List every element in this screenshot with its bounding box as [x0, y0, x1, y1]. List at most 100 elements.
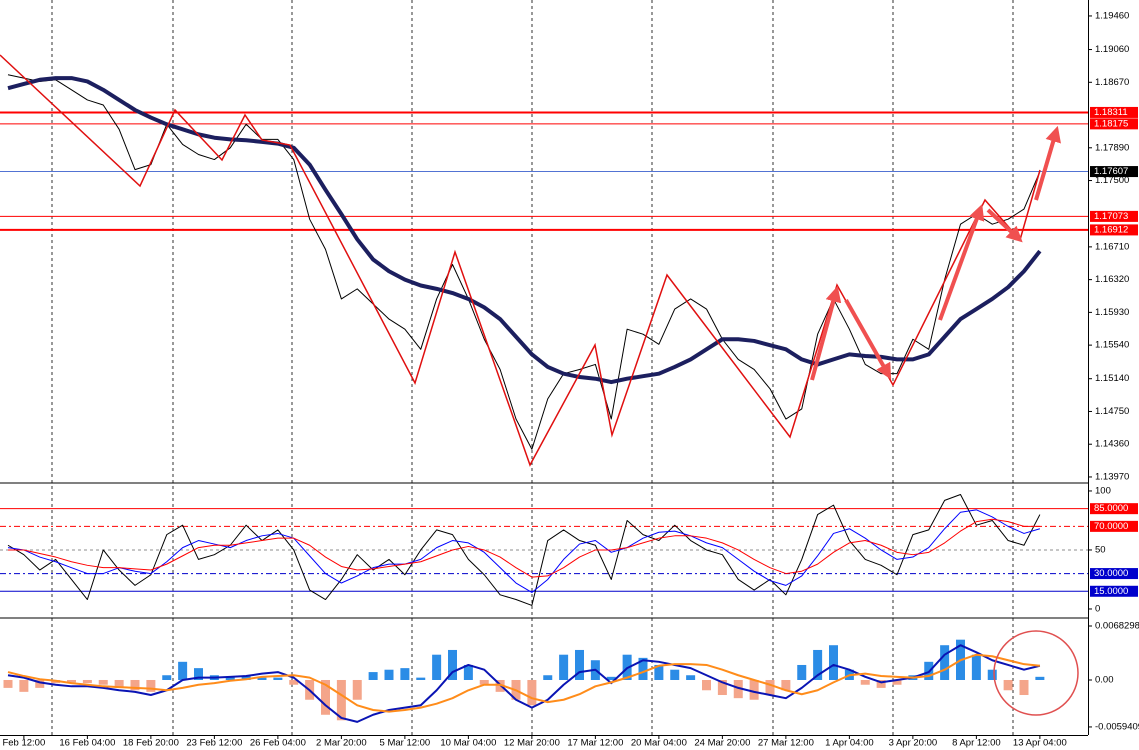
histogram-bar — [717, 679, 727, 696]
y-tick-label: 100 — [1095, 485, 1111, 496]
histogram-bar — [971, 654, 981, 680]
histogram-bar — [638, 657, 648, 680]
histogram-bar — [35, 679, 45, 688]
histogram-bar — [559, 654, 569, 680]
histogram-bar — [813, 649, 823, 680]
level-label: 15.0000 — [1094, 586, 1128, 597]
y-tick-label: 1.15930 — [1095, 307, 1129, 318]
histogram-bar — [3, 679, 13, 688]
histogram-bar — [781, 679, 791, 691]
histogram-bar — [67, 679, 76, 683]
level-label: 1.17073 — [1094, 211, 1128, 222]
histogram-bar — [82, 679, 92, 684]
histogram-bar — [765, 679, 775, 696]
histogram-bar — [876, 679, 886, 688]
y-tick-label: -0.0059409 — [1095, 721, 1139, 732]
level-tag — [1090, 568, 1138, 580]
series-line — [7, 494, 1041, 606]
y-tick-label: 1.15140 — [1095, 373, 1129, 384]
histogram-bar — [860, 679, 870, 685]
histogram-bar — [575, 649, 584, 680]
histogram-bar — [1003, 679, 1013, 691]
x-tick-label: 17 Mar 12:00 — [567, 738, 623, 749]
histogram-bar — [19, 679, 29, 692]
zigzag — [0, 54, 1041, 467]
histogram-bar — [257, 677, 267, 680]
series-line — [7, 644, 1041, 723]
x-tick-label: 13 Apr 04:00 — [1013, 738, 1067, 749]
histogram-bar — [829, 645, 838, 680]
level-tag — [1090, 106, 1138, 118]
histogram-bar — [702, 679, 711, 691]
frame — [0, 0, 1089, 736]
plot-area — [0, 74, 1088, 723]
histogram-bar — [194, 668, 203, 680]
y-tick-label: 1.19060 — [1095, 44, 1129, 55]
arrow — [810, 285, 842, 381]
level-label: 30.0000 — [1094, 568, 1128, 579]
histogram-bar — [416, 677, 426, 680]
histogram-bar — [273, 677, 283, 680]
histogram-bar — [162, 675, 172, 680]
x-tick-label: 23 Feb 12:00 — [186, 738, 242, 749]
y-tick-label: 1.13970 — [1095, 471, 1129, 482]
series-line — [8, 518, 1040, 578]
level-tag — [1090, 210, 1138, 222]
series-line — [7, 74, 1041, 450]
histogram-bar — [527, 679, 537, 706]
histogram-bar — [543, 675, 553, 680]
level-tag — [1090, 585, 1138, 597]
histogram-bar — [987, 669, 997, 680]
x-tick-label: 10 Mar 04:00 — [440, 738, 496, 749]
histogram-bar — [241, 676, 251, 680]
histogram-bar — [749, 679, 759, 700]
y-tick-label: 1.15540 — [1095, 340, 1129, 351]
annotations — [0, 54, 1079, 716]
level-tag — [1090, 224, 1138, 236]
x-tick-label: 26 Feb 04:00 — [250, 738, 306, 749]
histogram-bar — [733, 679, 743, 699]
histogram-bar — [1035, 676, 1045, 680]
x-tick-label: 2 Mar 20:00 — [316, 738, 367, 749]
series-line — [7, 76, 1042, 385]
y-tick-label: 1.16710 — [1095, 241, 1129, 252]
histogram-bar — [98, 679, 108, 685]
histogram-bar — [384, 669, 394, 680]
level-label: 1.18175 — [1094, 118, 1128, 129]
histogram-bar — [654, 664, 664, 680]
x-tick-label: 12 Mar 20:00 — [504, 738, 560, 749]
histogram-bar — [225, 676, 235, 680]
level-tag — [1090, 503, 1138, 515]
y-tick-label: 1.18670 — [1095, 77, 1129, 88]
level-label: 70.0000 — [1094, 521, 1128, 532]
level-tag — [1090, 520, 1138, 532]
level-label: 1.18311 — [1094, 107, 1128, 118]
highlight-circle — [993, 630, 1079, 716]
histogram-bar — [289, 679, 299, 685]
histogram-bar — [368, 672, 378, 680]
histogram-bar — [321, 679, 330, 715]
histogram-bar — [686, 675, 696, 680]
histogram-bar — [1019, 679, 1029, 696]
histogram-bar — [432, 654, 442, 680]
y-tick-label: 1.17500 — [1095, 175, 1129, 186]
x-tick-label: 8 Apr 12:00 — [952, 738, 1001, 749]
y-tick-label: 1.16320 — [1095, 274, 1129, 285]
y-tick-label: 0.00 — [1095, 675, 1114, 686]
x-tick-label: 24 Mar 20:00 — [694, 738, 750, 749]
y-tick-label: 1.19460 — [1095, 10, 1129, 21]
arrow — [1034, 125, 1061, 201]
y-tick-label: 0.0068298 — [1095, 621, 1139, 632]
x-tick-label: 27 Mar 12:00 — [758, 738, 814, 749]
histogram-bar — [448, 649, 457, 680]
histogram-bar — [352, 679, 362, 700]
current-price-label: 1.17607 — [1094, 166, 1128, 177]
level-label: 85.0000 — [1094, 503, 1128, 514]
histogram-bar — [146, 679, 156, 692]
histogram-bar — [114, 679, 124, 688]
y-tick-label: 1.14360 — [1095, 439, 1129, 450]
y-tick-label: 1.14750 — [1095, 406, 1129, 417]
y-tick-label: 0 — [1095, 603, 1100, 614]
series-line — [7, 509, 1041, 593]
histogram-bar — [336, 679, 346, 721]
